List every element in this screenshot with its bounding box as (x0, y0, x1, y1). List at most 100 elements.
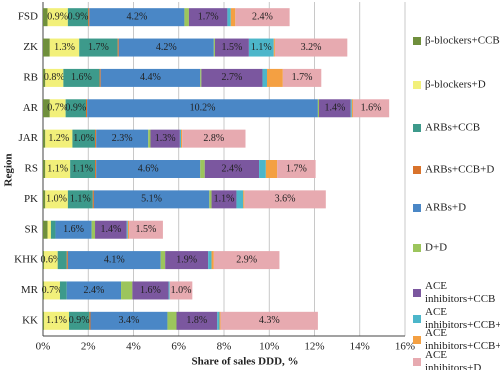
bar-segment (211, 190, 237, 209)
bar-segment (213, 38, 215, 57)
bar-segment (89, 311, 91, 330)
bar-segment (217, 311, 220, 330)
data-label: 1.0% (73, 133, 94, 144)
data-label: 5.1% (141, 194, 162, 205)
bar-segment (65, 99, 86, 118)
bar-segment (352, 99, 390, 118)
data-label: 2.4% (252, 11, 273, 22)
legend-swatch (413, 37, 421, 45)
legend-line: inhibitors+CCB+D (425, 319, 500, 331)
bar-segment (57, 251, 67, 270)
bar-segment (317, 99, 320, 118)
data-label: 1.2% (48, 133, 69, 144)
legend-swatch (413, 244, 421, 252)
bar-segment (160, 251, 166, 270)
legend-label: ACE inhibitors+CCB (425, 280, 495, 305)
data-label: 1.1% (70, 194, 91, 205)
data-label: 2.7% (221, 72, 242, 83)
data-label: 0.9% (65, 103, 86, 114)
legend-line: inhibitors+CCB (425, 293, 495, 305)
data-label: 1.1% (214, 194, 235, 205)
legend-line: inhibitors+D (425, 362, 481, 370)
y-axis-title: Region (3, 154, 15, 187)
bar-segment (43, 8, 48, 27)
y-tick-label: PK (24, 193, 38, 205)
data-label: 4.2% (126, 11, 147, 22)
bar-segment (184, 8, 189, 27)
bar-segment (265, 160, 278, 178)
bar-segment (49, 38, 80, 57)
bar-segment (244, 190, 326, 209)
bar-segment (43, 38, 50, 57)
data-label: 1.4% (100, 224, 121, 235)
bar-segment (47, 8, 68, 27)
data-label: 0.8% (44, 72, 65, 83)
bar-segment (47, 220, 51, 239)
bar-segment (243, 190, 245, 209)
legend-label: ACE inhibitors+D (425, 349, 481, 370)
data-label: 1.7% (286, 163, 307, 174)
data-label: 1.8% (186, 315, 207, 326)
data-label: 1.4% (324, 103, 345, 114)
data-label: 1.1% (251, 42, 272, 53)
bar-segment (176, 311, 218, 330)
data-label: 10.2% (190, 103, 216, 114)
bar-segment (45, 68, 64, 87)
bar-segment (266, 68, 283, 87)
legend-line: inhibitors+CCB+S (425, 340, 500, 352)
legend-swatch (413, 124, 421, 132)
bar-segment (59, 281, 67, 300)
bar-segment (282, 68, 322, 87)
x-tick-label: 16% (395, 341, 415, 353)
bar-segment (230, 8, 236, 27)
legend-line: ACE (425, 349, 447, 361)
bar-segment (168, 281, 170, 300)
y-tick-label: FSD (18, 11, 38, 23)
x-tick-label: 4% (126, 341, 141, 353)
y-tick-label: JAR (18, 132, 38, 144)
bar-segment (50, 220, 56, 239)
data-label: 1.0% (46, 194, 67, 205)
bar-segment (227, 8, 231, 27)
data-label: 1.7% (88, 42, 109, 53)
bar-segment (277, 160, 316, 178)
bar-segment (63, 68, 100, 87)
bar-segment (79, 38, 118, 57)
x-tick-label: 10% (259, 341, 279, 353)
legend-label: β-blockers+D (425, 79, 486, 91)
bar-segment (262, 68, 267, 87)
data-label: 1.5% (136, 224, 157, 235)
data-label: 3.4% (119, 315, 140, 326)
y-tick-label: SR (25, 223, 39, 235)
bar-segment (201, 68, 263, 87)
data-label: 2.4% (221, 163, 242, 174)
data-label: 4.2% (156, 42, 177, 53)
data-label: 3.6% (275, 194, 296, 205)
data-label: 2.4% (83, 285, 104, 296)
data-label: 1.0% (171, 285, 192, 296)
legend-label: β-blockers+CCB (425, 35, 500, 47)
legend-swatch (413, 81, 421, 89)
legend-swatch (413, 358, 421, 366)
bar-segment (95, 220, 127, 239)
bar-segment (188, 8, 228, 27)
y-tick-label: AR (23, 102, 39, 114)
x-tick-label: 6% (171, 341, 186, 353)
data-label: 4.3% (259, 315, 280, 326)
bar-segment (45, 190, 68, 209)
bar-segment (43, 251, 45, 270)
bar-segment (67, 8, 89, 27)
data-label: 1.1% (72, 163, 93, 174)
bar-segment (165, 251, 209, 270)
bar-segment (43, 281, 45, 300)
bar-segment (126, 220, 128, 239)
bar-segment (200, 68, 202, 87)
y-tick-label: ZK (23, 41, 38, 53)
bar-segment (96, 160, 201, 178)
bar-segment (319, 99, 351, 118)
data-label: 1.5% (221, 42, 242, 53)
data-label: 0.7% (47, 103, 68, 114)
bar-segment (127, 220, 129, 239)
data-label: 0.6% (40, 254, 61, 265)
